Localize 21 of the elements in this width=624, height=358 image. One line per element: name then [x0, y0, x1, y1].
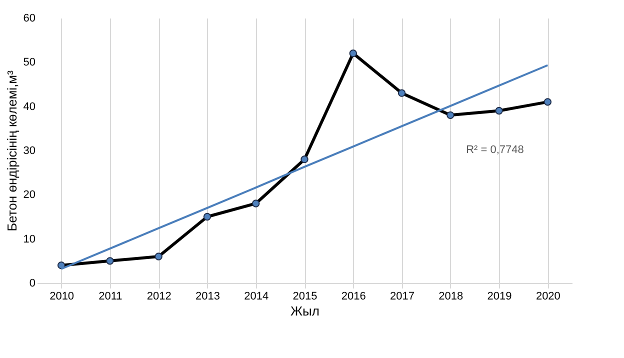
x-tick-label: 2012 — [146, 290, 172, 302]
annotation: R² = 0,7748 — [466, 144, 524, 156]
x-tick-label: 2014 — [244, 290, 269, 302]
x-tick-label: 2020 — [536, 290, 560, 302]
x-tick-label: 2016 — [341, 290, 366, 302]
x-tick-label: 2011 — [98, 290, 122, 302]
x-tick-label: 2019 — [487, 290, 512, 302]
x-tick-label: 2017 — [390, 290, 415, 302]
y-tick-label: 0 — [29, 278, 36, 290]
x-tick-label: 2013 — [195, 290, 220, 302]
y-tick-label: 30 — [23, 145, 36, 157]
x-tick-label: 2018 — [438, 290, 464, 302]
y-tick-label: 50 — [23, 56, 36, 69]
y-tick-label: 10 — [23, 233, 36, 246]
y-axis-title: Бетон өндірісінің көлемі,м³ — [4, 70, 20, 232]
x-tick-label: 2015 — [292, 290, 318, 302]
y-tick-label: 40 — [23, 100, 36, 113]
x-axis-title: Жыл — [290, 304, 320, 318]
y-tick-label: 20 — [23, 189, 36, 202]
y-tick-label: 60 — [23, 12, 36, 24]
x-tick-label: 2010 — [50, 290, 74, 302]
